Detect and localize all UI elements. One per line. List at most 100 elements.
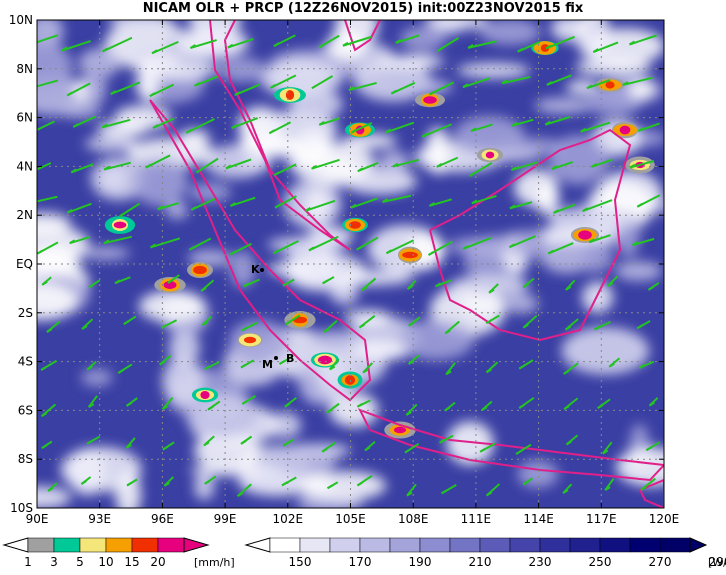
wind-arrow-head [284,320,291,326]
wind-arrow-head [547,249,554,255]
wind-arrow-head [421,132,428,138]
wind-arrow-head [243,282,250,288]
colorbar-swatch [449,537,481,553]
wind-arrow [348,81,377,92]
wind-arrow-head [622,81,629,86]
wind-arrow-head [356,402,363,408]
wind-arrow-head [204,479,211,485]
wind-arrow-head [268,129,275,135]
wind-arrow-head [273,171,280,176]
wind-arrow-head [152,124,159,129]
wind-arrow-head [103,165,110,171]
wind-arrow-head [342,41,349,47]
wind-arrow [37,162,52,171]
colorbar-end [244,537,271,553]
wind-arrow-head [308,246,315,252]
cloud [188,182,232,202]
wind-arrow-head [462,83,469,89]
wind-arrow-head [203,441,210,447]
rain-cell [619,125,631,135]
cloud [185,392,259,438]
rain-cell [349,221,361,229]
wind-arrow-head [407,285,414,290]
wind-arrow-head [304,206,311,212]
colorbar-swatch [27,537,55,553]
wind-arrow-head [444,406,451,412]
wind-arrow-head [80,480,87,485]
rain-cell [578,230,592,240]
lat-label: 10N [9,13,33,27]
wind-arrow-head [428,90,435,96]
cloud [304,189,331,222]
wind-arrow-head [565,325,572,331]
colorbar-swatch [509,537,541,553]
cloud [193,473,215,500]
wind-arrow-head [110,90,117,95]
colorbar-label: 1 [24,555,32,569]
rain-cell [193,265,207,275]
colorbar-unit: [W/m^2] [708,556,726,569]
lat-label: 4N [16,159,33,173]
wind-arrow-head [326,408,333,414]
olr-colorbar: 150 170 190 210 230 250 270 290[W/m^2] [244,537,726,569]
wind-arrow [37,120,55,131]
wind-arrow-head [404,448,411,454]
cloud [37,41,73,93]
wind-arrow-head [225,164,232,170]
cloud [628,78,654,100]
wind-arrow-head [72,123,79,128]
colorbar-swatch [299,537,331,553]
wind-arrow-head [240,440,247,445]
wind-arrow-head [126,402,133,407]
wind-arrow-head [114,279,121,285]
wind-arrow-head [597,404,604,410]
wind-arrow-head [41,444,48,450]
wind-arrow [501,75,531,85]
cloud-field [37,20,664,508]
cloud [348,339,407,361]
wind-arrow-head [444,329,451,335]
colorbar-label: 150 [289,555,312,569]
wind-arrow-head [145,163,152,169]
wind-arrow-head [47,487,54,492]
cloud [449,274,529,298]
wind-arrow-head [356,481,363,487]
wind-arrow-head [311,84,318,90]
wind-arrow-head [185,129,192,134]
wind-arrow-head [390,89,397,95]
wind-arrow-head [46,328,53,333]
rain-cell [485,151,495,159]
colorbar-swatch [599,537,631,553]
wind-arrow-head [161,324,168,329]
lat-label: EQ [16,257,33,271]
colorbar-label: 3 [50,555,58,569]
wind-arrow-head [544,120,551,126]
cloud [229,250,256,288]
wind-arrow-head [436,162,443,168]
wind-arrow-head [323,328,330,333]
wind-arrow-head [321,447,328,453]
cloud [81,368,113,387]
cloud [549,206,634,233]
wind-arrow [467,40,497,49]
wind-arrow-head [565,286,572,291]
wind-arrow-head [86,365,93,371]
colorbar-label: 290 [709,555,726,569]
cloud [37,486,72,508]
colorbar-swatch [79,537,107,553]
wind-arrow [580,121,611,133]
rain-cell [402,251,418,259]
colorbar-swatch [131,537,159,553]
wind-arrow-head [229,250,236,256]
wind-arrow-head [188,245,195,251]
wind-arrow-head [231,124,238,129]
wind-arrow-head [362,368,369,374]
wind-arrow-head [629,163,636,169]
station-dot [260,268,264,272]
wind-arrow-head [279,360,286,365]
cloud [37,225,90,264]
cloud [59,104,101,118]
wind-arrow-head [61,46,68,52]
wind-arrow-head [648,401,655,407]
wind-arrow-head [511,121,518,127]
